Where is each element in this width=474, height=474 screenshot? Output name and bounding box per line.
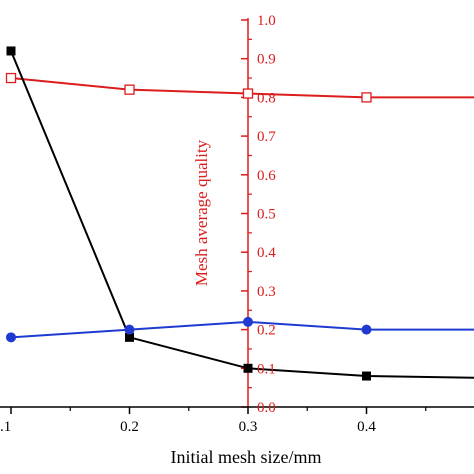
data-point-series-1 (124, 84, 135, 95)
y-tick-label: 0.5 (257, 207, 276, 223)
data-point-series-2 (6, 46, 16, 56)
y-tick-label: 0.4 (257, 245, 276, 261)
y-axis-label: Mesh average quality (192, 139, 211, 286)
x-axis-label: Initial mesh size/mm (171, 447, 322, 467)
series-markers (5, 46, 372, 381)
data-point-series-1 (361, 92, 372, 103)
data-point-series-3 (243, 316, 253, 327)
series-line-1 (10, 77, 474, 99)
x-tick-label: .1 (0, 419, 11, 435)
y-tick-label: 0.7 (257, 129, 276, 145)
data-point-series-3 (124, 324, 135, 335)
y-tick-label: 0.0 (257, 400, 276, 416)
y-axis (241, 18, 252, 408)
x-axis (0, 406, 474, 414)
y-tick-label: 1.0 (257, 13, 276, 29)
y-tick-label: 0.8 (257, 90, 276, 106)
x-tick-label: 0.4 (357, 419, 376, 435)
x-tick-label: 0.2 (120, 419, 139, 435)
y-tick-label: 0.3 (257, 284, 276, 300)
y-tick-label: 0.6 (257, 168, 276, 184)
data-point-series-2 (125, 332, 134, 342)
data-point-series-3 (6, 332, 16, 343)
data-point-series-2 (362, 371, 371, 381)
x-tick-label: 0.3 (239, 419, 258, 435)
y-tick-label: 0.9 (257, 52, 276, 68)
data-point-series-2 (243, 363, 253, 373)
data-point-series-1 (242, 88, 254, 99)
y-tick-label: 0.1 (257, 361, 276, 377)
tick-labels: 0.0 0.1 0.2 0.3 0.4 0.5 0.6 0.7 0.8 0.9 1.0 .1 0.2 0.… (0, 13, 376, 435)
y-tick-label: 0.2 (257, 323, 276, 339)
data-point-series-3 (361, 324, 372, 335)
data-point-series-1 (5, 72, 17, 84)
